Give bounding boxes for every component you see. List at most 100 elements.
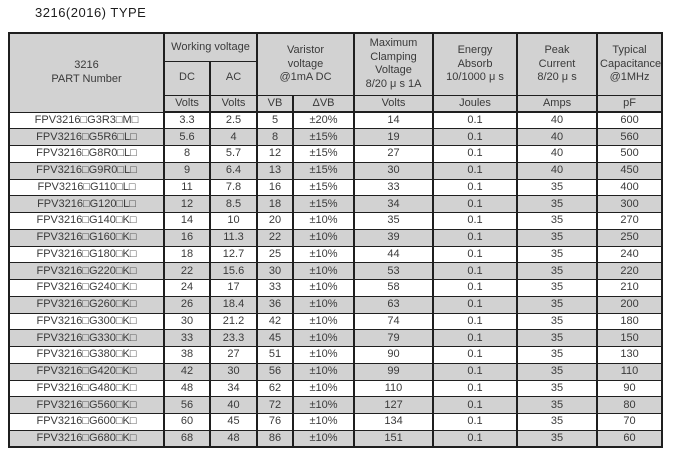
capacitance-pf-cell: 210	[596, 279, 664, 297]
table-row: FPV3216□G140□K□ 14 10 20 ±10% 35 0.1 35 270	[8, 212, 664, 230]
part-number-cell: FPV3216□G600□K□	[8, 413, 165, 431]
energy-joules-cell: 0.1	[432, 212, 519, 230]
delta-vb-cell: ±15%	[292, 161, 356, 180]
ac-volts-cell: 11.3	[208, 228, 259, 247]
col-header-energy-absorb: Energy Absorb 10/1000 μ s	[432, 32, 519, 96]
peak-amps-cell: 35	[516, 312, 599, 331]
energy-joules-cell: 0.1	[432, 429, 519, 448]
energy-joules-cell: 0.1	[432, 111, 519, 130]
unit-vb: VB	[256, 94, 295, 113]
capacitance-pf-cell: 560	[596, 128, 664, 146]
clamping-volts-cell: 74	[353, 312, 435, 331]
part-number-cell: FPV3216□G260□K□	[8, 295, 165, 314]
table-row: FPV3216□G480□K□ 48 34 62 ±10% 110 0.1 35 90	[8, 379, 664, 398]
clamping-volts-cell: 33	[353, 178, 435, 197]
table-row: FPV3216□G300□K□ 30 21.2 42 ±10% 74 0.1 35 180	[8, 312, 664, 331]
vb-cell: 18	[256, 195, 295, 213]
unit-capacitance-pf: pF	[596, 94, 664, 113]
delta-vb-cell: ±10%	[292, 262, 356, 280]
dc-volts-cell: 38	[163, 346, 211, 364]
capacitance-pf-cell: 300	[596, 195, 664, 213]
part-number-cell: FPV3216□G300□K□	[8, 312, 165, 331]
col-header-part-number: 3216 PART Number	[8, 32, 165, 113]
unit-peak-amps: Amps	[516, 94, 599, 113]
capacitance-pf-cell: 250	[596, 228, 664, 247]
peak-amps-cell: 40	[516, 145, 599, 163]
peak-amps-cell: 35	[516, 413, 599, 431]
ac-volts-cell: 12.7	[208, 245, 259, 264]
part-number-cell: FPV3216□G680□K□	[8, 429, 165, 448]
vb-cell: 30	[256, 262, 295, 280]
peak-amps-cell: 35	[516, 295, 599, 314]
table-row: FPV3216□G110□L□ 11 7.8 16 ±15% 33 0.1 35 400	[8, 178, 664, 197]
col-header-working-voltage: Working voltage	[162, 32, 259, 62]
delta-vb-cell: ±10%	[292, 346, 356, 364]
peak-amps-cell: 35	[516, 279, 599, 297]
energy-joules-cell: 0.1	[432, 161, 519, 180]
delta-vb-cell: ±10%	[292, 362, 356, 381]
peak-amps-cell: 40	[516, 161, 599, 180]
clamping-volts-cell: 58	[353, 279, 435, 297]
vb-cell: 36	[256, 295, 295, 314]
part-number-cell: FPV3216□G140□K□	[8, 212, 165, 230]
ac-volts-cell: 30	[208, 362, 259, 381]
delta-vb-cell: ±15%	[292, 145, 356, 163]
energy-joules-cell: 0.1	[432, 178, 519, 197]
vb-cell: 5	[256, 111, 295, 130]
vb-cell: 20	[256, 212, 295, 230]
vb-cell: 12	[256, 145, 295, 163]
vb-cell: 62	[256, 379, 295, 398]
vb-cell: 13	[256, 161, 295, 180]
part-number-cell: FPV3216□G3R3□M□	[8, 111, 165, 130]
varistor-spec-table: 3216 PART Number Working voltage Varisto…	[8, 32, 664, 448]
clamping-volts-cell: 90	[353, 346, 435, 364]
clamping-volts-cell: 151	[353, 429, 435, 448]
peak-amps-cell: 35	[516, 346, 599, 364]
energy-joules-cell: 0.1	[432, 262, 519, 280]
table-row: FPV3216□G600□K□ 60 45 76 ±10% 134 0.1 35 70	[8, 413, 664, 431]
energy-joules-cell: 0.1	[432, 228, 519, 247]
capacitance-pf-cell: 70	[596, 413, 664, 431]
table-row: FPV3216□G330□K□ 33 23.3 45 ±10% 79 0.1 35 150	[8, 329, 664, 347]
table-row: FPV3216□G380□K□ 38 27 51 ±10% 90 0.1 35 130	[8, 346, 664, 364]
table-body: FPV3216□G3R3□M□ 3.3 2.5 5 ±20% 14 0.1 40 600 FPV3…	[8, 111, 664, 448]
col-header-varistor-voltage: Varistor voltage @1mA DC	[256, 32, 356, 96]
dc-volts-cell: 22	[163, 262, 211, 280]
peak-amps-cell: 35	[516, 429, 599, 448]
delta-vb-cell: ±10%	[292, 295, 356, 314]
capacitance-pf-cell: 500	[596, 145, 664, 163]
part-number-cell: FPV3216□G380□K□	[8, 346, 165, 364]
table-row: FPV3216□G220□K□ 22 15.6 30 ±10% 53 0.1 35 220	[8, 262, 664, 280]
vb-cell: 86	[256, 429, 295, 448]
ac-volts-cell: 4	[208, 128, 259, 146]
dc-volts-cell: 16	[163, 228, 211, 247]
delta-vb-cell: ±10%	[292, 245, 356, 264]
clamping-volts-cell: 44	[353, 245, 435, 264]
vb-cell: 76	[256, 413, 295, 431]
peak-amps-cell: 35	[516, 212, 599, 230]
clamping-volts-cell: 127	[353, 396, 435, 414]
col-header-dc: DC	[163, 60, 211, 96]
clamping-volts-cell: 30	[353, 161, 435, 180]
table-row: FPV3216□G420□K□ 42 30 56 ±10% 99 0.1 35 110	[8, 362, 664, 381]
delta-vb-cell: ±10%	[292, 279, 356, 297]
part-number-cell: FPV3216□G110□L□	[8, 178, 165, 197]
ac-volts-cell: 48	[208, 429, 259, 448]
capacitance-pf-cell: 400	[596, 178, 664, 197]
vb-cell: 25	[256, 245, 295, 264]
part-number-cell: FPV3216□G560□K□	[8, 396, 165, 414]
dc-volts-cell: 18	[163, 245, 211, 264]
dc-volts-cell: 48	[163, 379, 211, 398]
unit-delta-vb: ΔVB	[292, 94, 356, 113]
delta-vb-cell: ±10%	[292, 212, 356, 230]
clamping-volts-cell: 53	[353, 262, 435, 280]
part-number-cell: FPV3216□G160□K□	[8, 228, 165, 247]
vb-cell: 33	[256, 279, 295, 297]
ac-volts-cell: 40	[208, 396, 259, 414]
ac-volts-cell: 15.6	[208, 262, 259, 280]
table-row: FPV3216□G120□L□ 12 8.5 18 ±15% 34 0.1 35 300	[8, 195, 664, 213]
energy-joules-cell: 0.1	[432, 379, 519, 398]
peak-amps-cell: 40	[516, 111, 599, 130]
unit-ac-volts: Volts	[208, 94, 259, 113]
table-row: FPV3216□G5R6□L□ 5.6 4 8 ±15% 19 0.1 40 560	[8, 128, 664, 146]
